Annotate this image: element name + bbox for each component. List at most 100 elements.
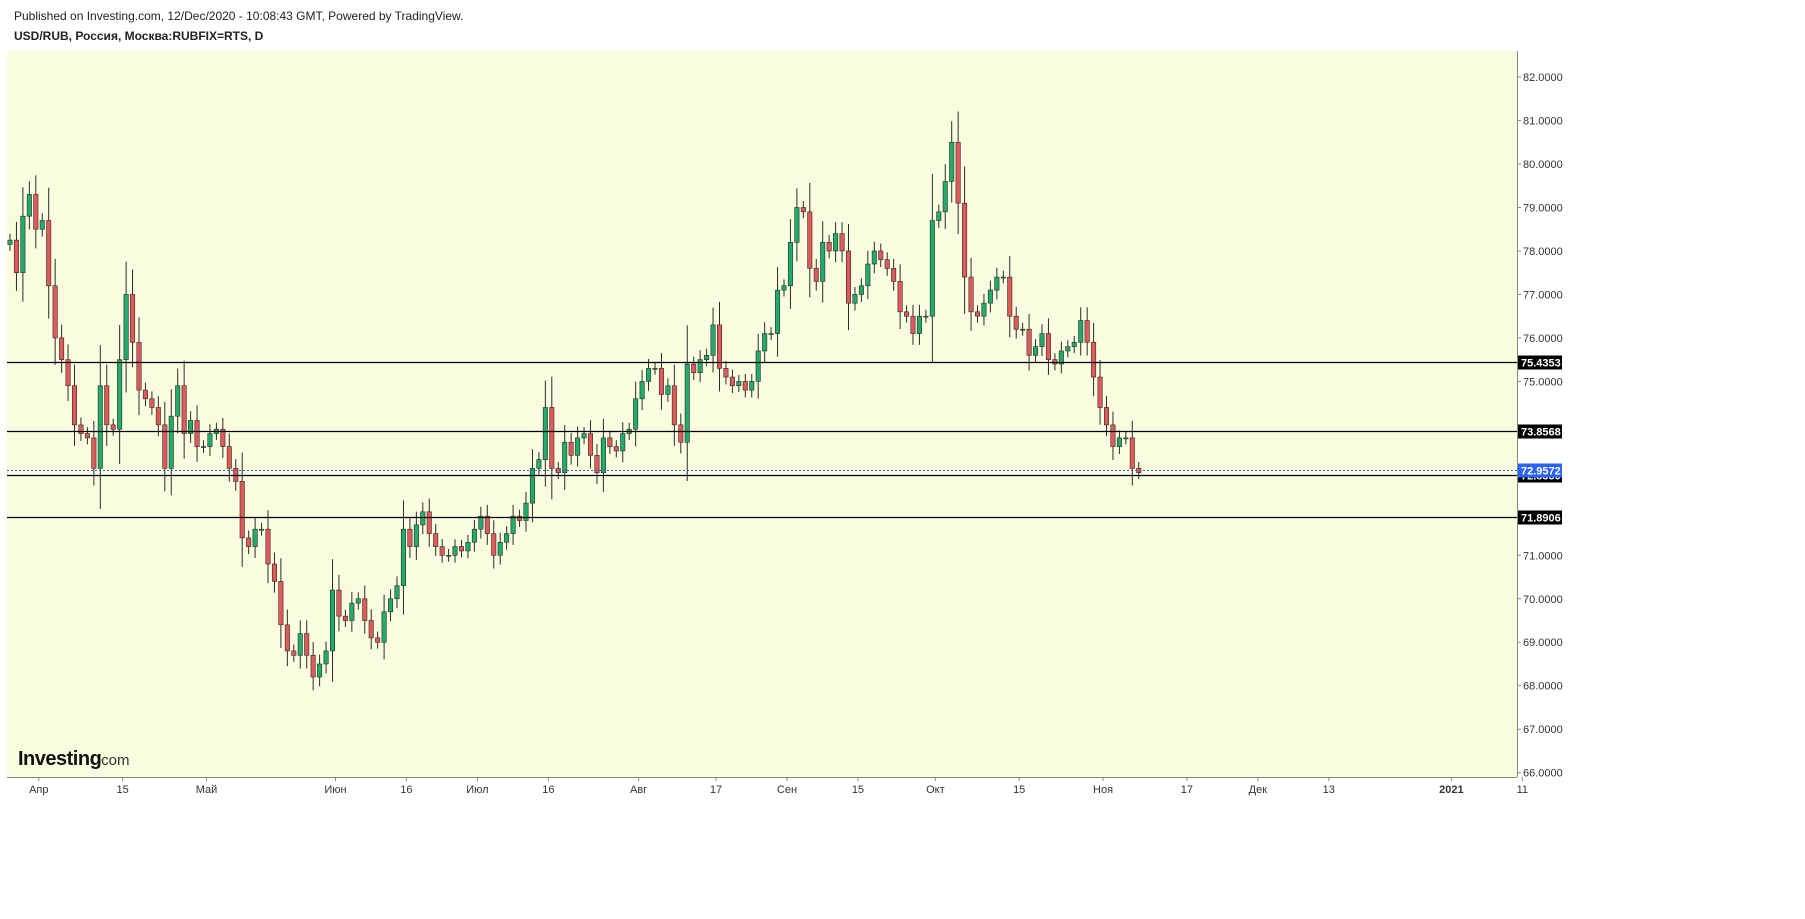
candle: [529, 449, 535, 523]
candle: [317, 654, 323, 687]
candle: [155, 396, 161, 437]
candle: [104, 364, 110, 446]
candle: [136, 317, 142, 416]
candle-body: [452, 546, 458, 556]
candle-body: [839, 233, 845, 252]
candle-body: [652, 368, 658, 370]
candle-body: [646, 368, 652, 382]
candle-body: [368, 620, 374, 639]
candle: [278, 558, 284, 648]
candle: [1084, 307, 1090, 356]
candle-body: [994, 276, 1000, 291]
candle-body: [891, 268, 897, 282]
candle: [497, 532, 503, 565]
candle-body: [175, 385, 181, 417]
candle-body: [46, 220, 52, 287]
x-tick-label: 17: [710, 784, 722, 796]
candle-body: [536, 459, 542, 469]
candle: [697, 350, 703, 383]
candle: [149, 391, 155, 415]
logo-main: Investing: [18, 748, 101, 770]
candle-body: [336, 589, 342, 617]
candle-body: [968, 276, 974, 313]
candle: [942, 164, 948, 230]
candle-body: [13, 239, 19, 274]
candle: [252, 517, 258, 558]
candle: [633, 381, 639, 447]
x-tick-label: 17: [1181, 784, 1193, 796]
candle: [265, 510, 271, 584]
candle: [239, 452, 245, 567]
candle: [858, 278, 864, 302]
y-tick-label: 76.0000: [1523, 333, 1563, 345]
candle-body: [1039, 333, 1045, 347]
candle: [478, 506, 484, 539]
candle: [865, 250, 871, 300]
candle: [768, 327, 774, 340]
candle-body: [91, 437, 97, 469]
candle-body: [504, 533, 510, 543]
candle-body: [297, 633, 303, 656]
candle-body: [1097, 376, 1103, 408]
candle: [742, 374, 748, 398]
candle: [1039, 324, 1045, 356]
candle: [1097, 359, 1103, 425]
candle: [639, 370, 645, 411]
candle: [46, 187, 52, 319]
published-info: Published on Investing.com, 12/Dec/2020 …: [14, 9, 464, 23]
candle-body: [252, 528, 258, 547]
x-tick-label: Окт: [926, 784, 945, 796]
candle-body: [910, 315, 916, 334]
candle-body: [858, 285, 864, 295]
candle-body: [704, 355, 710, 360]
candle: [652, 361, 658, 375]
candle-body: [962, 202, 968, 278]
candle-body: [84, 433, 90, 439]
candle: [201, 440, 207, 454]
candle-body: [1078, 320, 1084, 343]
candle: [755, 333, 761, 399]
candle-body: [388, 598, 394, 613]
x-tick-label: Июл: [466, 784, 488, 796]
candle: [691, 356, 697, 381]
candle: [110, 418, 116, 436]
candle-body: [497, 541, 503, 556]
candle-body: [265, 528, 271, 565]
candle: [368, 609, 374, 650]
candle: [949, 121, 955, 203]
candle: [794, 188, 800, 262]
candle-body: [491, 533, 497, 556]
x-tick-label: Авг: [630, 784, 647, 796]
candle: [59, 324, 65, 373]
candle-body: [123, 294, 129, 360]
candle-body: [691, 363, 697, 374]
candle-body: [1026, 328, 1032, 356]
candle-body: [987, 289, 993, 304]
candle-body: [775, 289, 781, 334]
candle-body: [259, 528, 265, 531]
candle: [413, 511, 419, 560]
candle: [704, 348, 710, 367]
candle-body: [149, 398, 155, 408]
x-tick-label: Ноя: [1093, 784, 1113, 796]
candle-body: [607, 437, 613, 447]
candle: [904, 305, 910, 323]
candle: [1078, 307, 1084, 356]
candle-body: [142, 389, 148, 400]
candle: [923, 309, 929, 323]
candle-body: [529, 468, 535, 504]
candle-body: [400, 528, 406, 587]
candle: [220, 417, 226, 458]
candle-body: [465, 541, 471, 552]
candle-body: [587, 433, 593, 456]
candle: [800, 201, 806, 219]
candle: [568, 432, 574, 465]
candle-body: [362, 598, 368, 621]
candle-body: [381, 611, 387, 643]
candle: [620, 422, 626, 463]
candle: [123, 261, 129, 393]
plot-area[interactable]: [7, 51, 1517, 777]
candle: [471, 519, 477, 552]
candle: [458, 540, 464, 558]
candle: [729, 369, 735, 394]
